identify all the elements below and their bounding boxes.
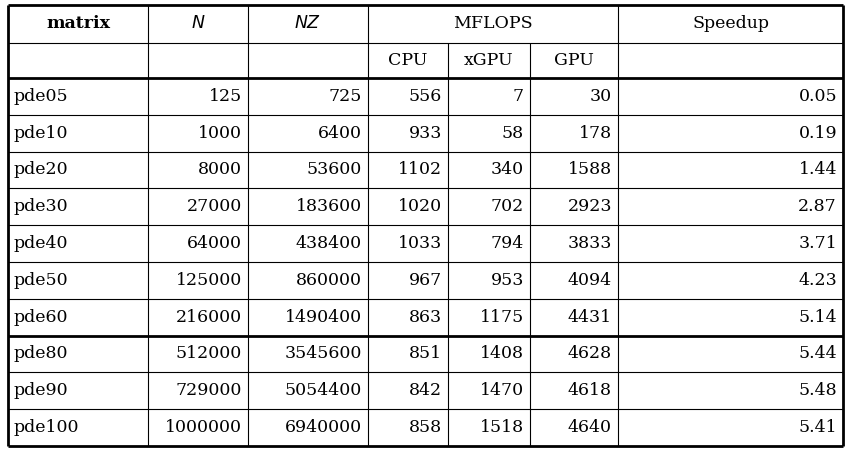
Text: 1000: 1000 <box>198 124 242 142</box>
Text: 1470: 1470 <box>480 382 524 399</box>
Text: 5.14: 5.14 <box>798 308 837 326</box>
Text: 933: 933 <box>408 124 442 142</box>
Text: pde40: pde40 <box>14 235 68 252</box>
Text: 1588: 1588 <box>568 161 612 179</box>
Text: 125000: 125000 <box>176 272 242 289</box>
Text: 4618: 4618 <box>568 382 612 399</box>
Text: GPU: GPU <box>554 52 594 69</box>
Text: 183600: 183600 <box>296 198 362 215</box>
Text: 858: 858 <box>408 419 442 436</box>
Text: 5054400: 5054400 <box>285 382 362 399</box>
Text: 27000: 27000 <box>186 198 242 215</box>
Text: 3.71: 3.71 <box>798 235 837 252</box>
Text: 556: 556 <box>408 88 442 105</box>
Text: 702: 702 <box>491 198 524 215</box>
Text: pde100: pde100 <box>14 419 79 436</box>
Text: pde50: pde50 <box>14 272 69 289</box>
Text: pde10: pde10 <box>14 124 68 142</box>
Text: pde90: pde90 <box>14 382 69 399</box>
Text: 1020: 1020 <box>398 198 442 215</box>
Text: 1102: 1102 <box>398 161 442 179</box>
Text: 1000000: 1000000 <box>165 419 242 436</box>
Text: 0.05: 0.05 <box>798 88 837 105</box>
Text: 6940000: 6940000 <box>285 419 362 436</box>
Text: 794: 794 <box>491 235 524 252</box>
Text: 851: 851 <box>408 345 442 363</box>
Text: $N$: $N$ <box>191 15 205 32</box>
Text: 1408: 1408 <box>480 345 524 363</box>
Text: 725: 725 <box>328 88 362 105</box>
Text: matrix: matrix <box>46 15 110 32</box>
Text: 7: 7 <box>513 88 524 105</box>
Text: MFLOPS: MFLOPS <box>454 15 533 32</box>
Text: 5.48: 5.48 <box>798 382 837 399</box>
Text: pde80: pde80 <box>14 345 68 363</box>
Text: 216000: 216000 <box>176 308 242 326</box>
Text: 1033: 1033 <box>397 235 442 252</box>
Text: 64000: 64000 <box>187 235 242 252</box>
Text: 729000: 729000 <box>175 382 242 399</box>
Text: 1175: 1175 <box>480 308 524 326</box>
Text: 1.44: 1.44 <box>798 161 837 179</box>
Text: pde30: pde30 <box>14 198 69 215</box>
Text: 860000: 860000 <box>296 272 362 289</box>
Text: $NZ$: $NZ$ <box>294 15 322 32</box>
Text: 5.41: 5.41 <box>798 419 837 436</box>
Text: 340: 340 <box>491 161 524 179</box>
Text: 4431: 4431 <box>568 308 612 326</box>
Text: 125: 125 <box>208 88 242 105</box>
Text: pde05: pde05 <box>14 88 69 105</box>
Text: 3545600: 3545600 <box>284 345 362 363</box>
Text: 58: 58 <box>502 124 524 142</box>
Text: 4.23: 4.23 <box>798 272 837 289</box>
Text: 4094: 4094 <box>568 272 612 289</box>
Text: 2923: 2923 <box>568 198 612 215</box>
Text: xGPU: xGPU <box>464 52 514 69</box>
Text: 863: 863 <box>408 308 442 326</box>
Text: 3833: 3833 <box>568 235 612 252</box>
Text: CPU: CPU <box>388 52 428 69</box>
Text: 1518: 1518 <box>480 419 524 436</box>
Text: 842: 842 <box>408 382 442 399</box>
Text: 4628: 4628 <box>568 345 612 363</box>
Text: 2.87: 2.87 <box>798 198 837 215</box>
Text: pde60: pde60 <box>14 308 68 326</box>
Text: 30: 30 <box>590 88 612 105</box>
Text: 967: 967 <box>408 272 442 289</box>
Text: 53600: 53600 <box>306 161 362 179</box>
Text: Speedup: Speedup <box>692 15 769 32</box>
Text: 512000: 512000 <box>176 345 242 363</box>
Text: 438400: 438400 <box>296 235 362 252</box>
Text: 1490400: 1490400 <box>285 308 362 326</box>
Text: 5.44: 5.44 <box>798 345 837 363</box>
Text: 0.19: 0.19 <box>798 124 837 142</box>
Text: pde20: pde20 <box>14 161 69 179</box>
Text: 6400: 6400 <box>318 124 362 142</box>
Text: 178: 178 <box>579 124 612 142</box>
Text: 4640: 4640 <box>568 419 612 436</box>
Text: 953: 953 <box>491 272 524 289</box>
Text: 8000: 8000 <box>198 161 242 179</box>
